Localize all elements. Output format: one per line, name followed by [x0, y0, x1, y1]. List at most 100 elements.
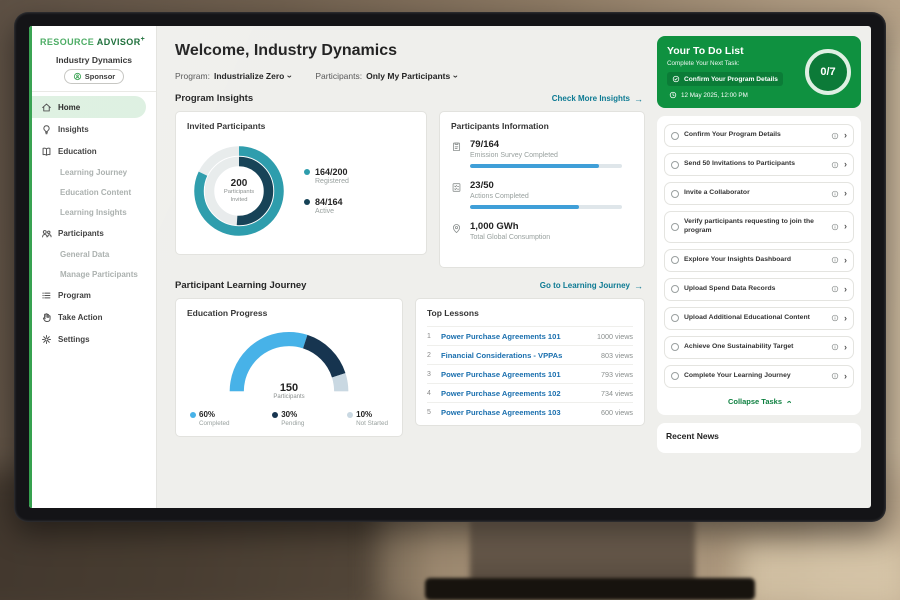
- lesson-row: 2Financial Considerations - VPPAs803 vie…: [427, 345, 633, 364]
- sidebar-item-participants[interactable]: Participants: [32, 222, 156, 244]
- lesson-link[interactable]: Financial Considerations - VPPAs: [441, 351, 594, 360]
- sidebar-item-program[interactable]: Program: [32, 284, 156, 306]
- task-checkbox[interactable]: [671, 223, 679, 231]
- sidebar-item-education[interactable]: Education: [32, 140, 156, 162]
- sidebar-item-learning-journey[interactable]: Learning Journey: [32, 162, 156, 182]
- check-more-insights-label: Check More Insights: [552, 94, 630, 103]
- journey-cards-row: Education Progress 150 Participants 60%C…: [175, 298, 645, 437]
- sidebar-item-manage-participants[interactable]: Manage Participants: [32, 264, 156, 284]
- todo-task-list: Confirm Your Program Details›Send 50 Inv…: [664, 124, 854, 388]
- legend-item: 30%Pending: [272, 410, 304, 427]
- todo-task-upload-additional-educational-content[interactable]: Upload Additional Educational Content›: [664, 307, 854, 330]
- collapse-tasks-link[interactable]: Collapse Tasks›: [664, 394, 854, 411]
- sponsor-badge[interactable]: Sponsor: [64, 69, 124, 84]
- task-checkbox[interactable]: [671, 256, 679, 264]
- info-row-text: 23/50Actions Completed: [470, 180, 622, 209]
- next-task-label: Confirm Your Program Details: [684, 76, 778, 83]
- task-checkbox[interactable]: [671, 372, 679, 380]
- task-checkbox[interactable]: [671, 132, 679, 140]
- sidebar-item-label: Program: [58, 291, 91, 300]
- sidebar-item-settings[interactable]: Settings: [32, 328, 156, 350]
- task-label: Confirm Your Program Details: [684, 131, 826, 140]
- sidebar-item-label: General Data: [60, 250, 109, 259]
- sidebar-item-education-content[interactable]: Education Content: [32, 182, 156, 202]
- todo-panel: Your To Do List Complete Your Next Task:…: [657, 26, 871, 508]
- lesson-link[interactable]: Power Purchase Agreements 101: [441, 370, 594, 379]
- task-checkbox[interactable]: [671, 285, 679, 293]
- legend-value-row: 60%: [190, 410, 229, 419]
- sidebar-item-general-data[interactable]: General Data: [32, 244, 156, 264]
- lesson-views: 803 views: [601, 351, 633, 360]
- task-checkbox[interactable]: [671, 190, 679, 198]
- gauge-center-label: 150 Participants: [223, 382, 355, 400]
- info-value: 23/50: [470, 180, 622, 191]
- todo-task-explore-your-insights-dashboard[interactable]: Explore Your Insights Dashboard›: [664, 249, 854, 272]
- arrow-right-icon: →: [634, 94, 643, 104]
- lesson-link[interactable]: Power Purchase Agreements 101: [441, 332, 590, 341]
- lesson-rows: 1Power Purchase Agreements 1011000 views…: [427, 326, 633, 421]
- collapse-tasks-label: Collapse Tasks: [728, 397, 782, 406]
- check-more-insights-link[interactable]: Check More Insights →: [552, 94, 643, 104]
- task-checkbox[interactable]: [671, 314, 679, 322]
- program-insights-header: Program Insights Check More Insights→: [175, 93, 643, 104]
- sponsor-icon: [73, 72, 82, 81]
- chevron-right-icon: ›: [844, 314, 847, 323]
- clipboard-icon: [451, 141, 462, 152]
- lesson-views: 734 views: [601, 389, 633, 398]
- sidebar-item-learning-insights[interactable]: Learning Insights: [32, 202, 156, 222]
- lesson-row: 4 Power Purchase Agreements 102 734 views: [427, 383, 633, 402]
- legend-label: Registered: [315, 178, 349, 185]
- legend-label: Completed: [199, 420, 229, 427]
- todo-task-confirm-your-program-details[interactable]: Confirm Your Program Details›: [664, 124, 854, 147]
- legend-dot: [272, 412, 278, 418]
- progress-bar: [470, 164, 622, 168]
- todo-task-send-50-invitations-to-participants[interactable]: Send 50 Invitations to Participants›: [664, 153, 854, 176]
- desk-scene: RESOURCE ADVISOR+ Industry Dynamics Spon…: [0, 0, 900, 600]
- info-label: Total Global Consumption: [470, 234, 550, 241]
- legend-item: 10%Not Started: [347, 410, 388, 427]
- todo-task-upload-spend-data-records[interactable]: Upload Spend Data Records›: [664, 278, 854, 301]
- todo-task-verify-participants-requesting-to-join-the-program[interactable]: Verify participants requesting to join t…: [664, 211, 854, 243]
- participants-information-card: Participants Information 79/164 Emission …: [439, 111, 645, 268]
- sidebar-item-take-action[interactable]: Take Action: [32, 306, 156, 328]
- sidebar-item-label: Take Action: [58, 313, 102, 322]
- legend-dot: [347, 412, 353, 418]
- todo-task-complete-your-learning-journey[interactable]: Complete Your Learning Journey›: [664, 365, 854, 388]
- next-task-time: 12 May 2025, 12:00 PM: [681, 92, 748, 99]
- progress-fill: [470, 205, 579, 209]
- go-to-learning-journey-link[interactable]: Go to Learning Journey→: [540, 281, 643, 291]
- lesson-number: 1: [427, 333, 434, 340]
- next-task-pill[interactable]: Confirm Your Program Details: [667, 72, 783, 86]
- todo-task-invite-a-collaborator[interactable]: Invite a Collaborator ›: [664, 182, 854, 205]
- info-icon: [831, 343, 839, 351]
- progress-bar: [470, 205, 622, 209]
- info-icon: [831, 256, 839, 264]
- task-label: Invite a Collaborator: [684, 189, 826, 198]
- sidebar-item-insights[interactable]: Insights: [32, 118, 156, 140]
- program-icon: [41, 290, 52, 301]
- app-logo: RESOURCE ADVISOR+: [32, 26, 156, 50]
- participants-filter[interactable]: Participants: Only My Participants ›: [315, 71, 457, 81]
- lesson-link[interactable]: Power Purchase Agreements 103: [441, 408, 594, 417]
- task-checkbox[interactable]: [671, 343, 679, 351]
- background-paper: [740, 540, 900, 600]
- top-lessons-card: Top Lessons 1Power Purchase Agreements 1…: [415, 298, 645, 426]
- insights-icon: [41, 124, 52, 135]
- info-label: Emission Survey Completed: [470, 152, 622, 159]
- recent-news-card[interactable]: Recent News: [657, 423, 861, 453]
- program-filter[interactable]: Program: Industrialize Zero ›: [175, 71, 291, 81]
- todo-task-achieve-one-sustainability-target[interactable]: Achieve One Sustainability Target›: [664, 336, 854, 359]
- sidebar-item-label: Manage Participants: [60, 270, 138, 279]
- learning-journey-header: Participant Learning Journey Go to Learn…: [175, 280, 643, 291]
- task-checkbox[interactable]: [671, 161, 679, 169]
- chevron-right-icon: ›: [844, 189, 847, 198]
- lesson-link[interactable]: Power Purchase Agreements 102: [441, 389, 594, 398]
- invited-participants-card: Invited Participants: [175, 111, 427, 255]
- sidebar-item-home[interactable]: Home: [32, 96, 146, 118]
- progress-fill: [470, 164, 599, 168]
- lesson-number: 4: [427, 390, 434, 397]
- invited-legend: 164/200Registered84/164Active: [304, 167, 349, 215]
- info-value: 79/164: [470, 139, 622, 150]
- info-icon: [831, 223, 839, 231]
- participants-information-title: Participants Information: [451, 121, 633, 131]
